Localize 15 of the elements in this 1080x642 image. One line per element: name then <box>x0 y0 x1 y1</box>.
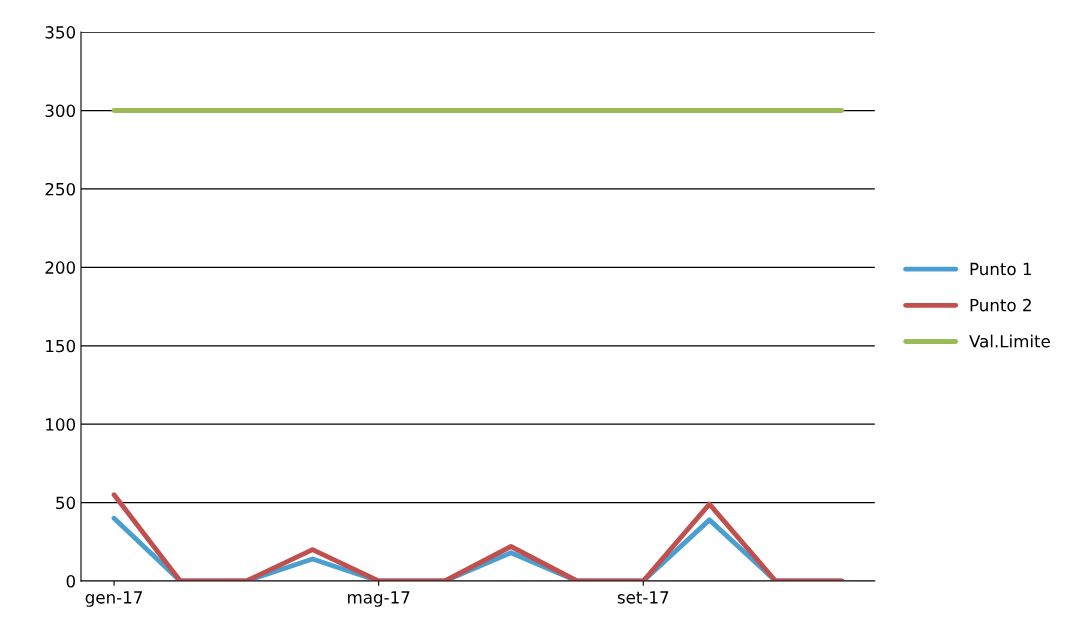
line-series <box>111 492 845 582</box>
x-tick-label: mag-17 <box>348 591 410 607</box>
y-tick-label: 100 <box>46 418 76 431</box>
legend-label: Val.Limite <box>969 334 1050 348</box>
legend-label: Punto 1 <box>970 262 1031 276</box>
y-tick-label: 200 <box>45 261 76 274</box>
y-tick-label: 150 <box>46 339 76 353</box>
y-tick-label: 350 <box>45 26 76 39</box>
x-tick-label: gen-17 <box>85 591 142 607</box>
y-tick-label: 0 <box>66 574 76 588</box>
x-tick-label: set-17 <box>617 591 669 604</box>
y-tick-label: 250 <box>45 182 76 196</box>
legend-label: Punto 2 <box>970 298 1031 312</box>
y-tick-label: 300 <box>45 104 76 118</box>
y-tick-label: 50 <box>56 496 76 510</box>
